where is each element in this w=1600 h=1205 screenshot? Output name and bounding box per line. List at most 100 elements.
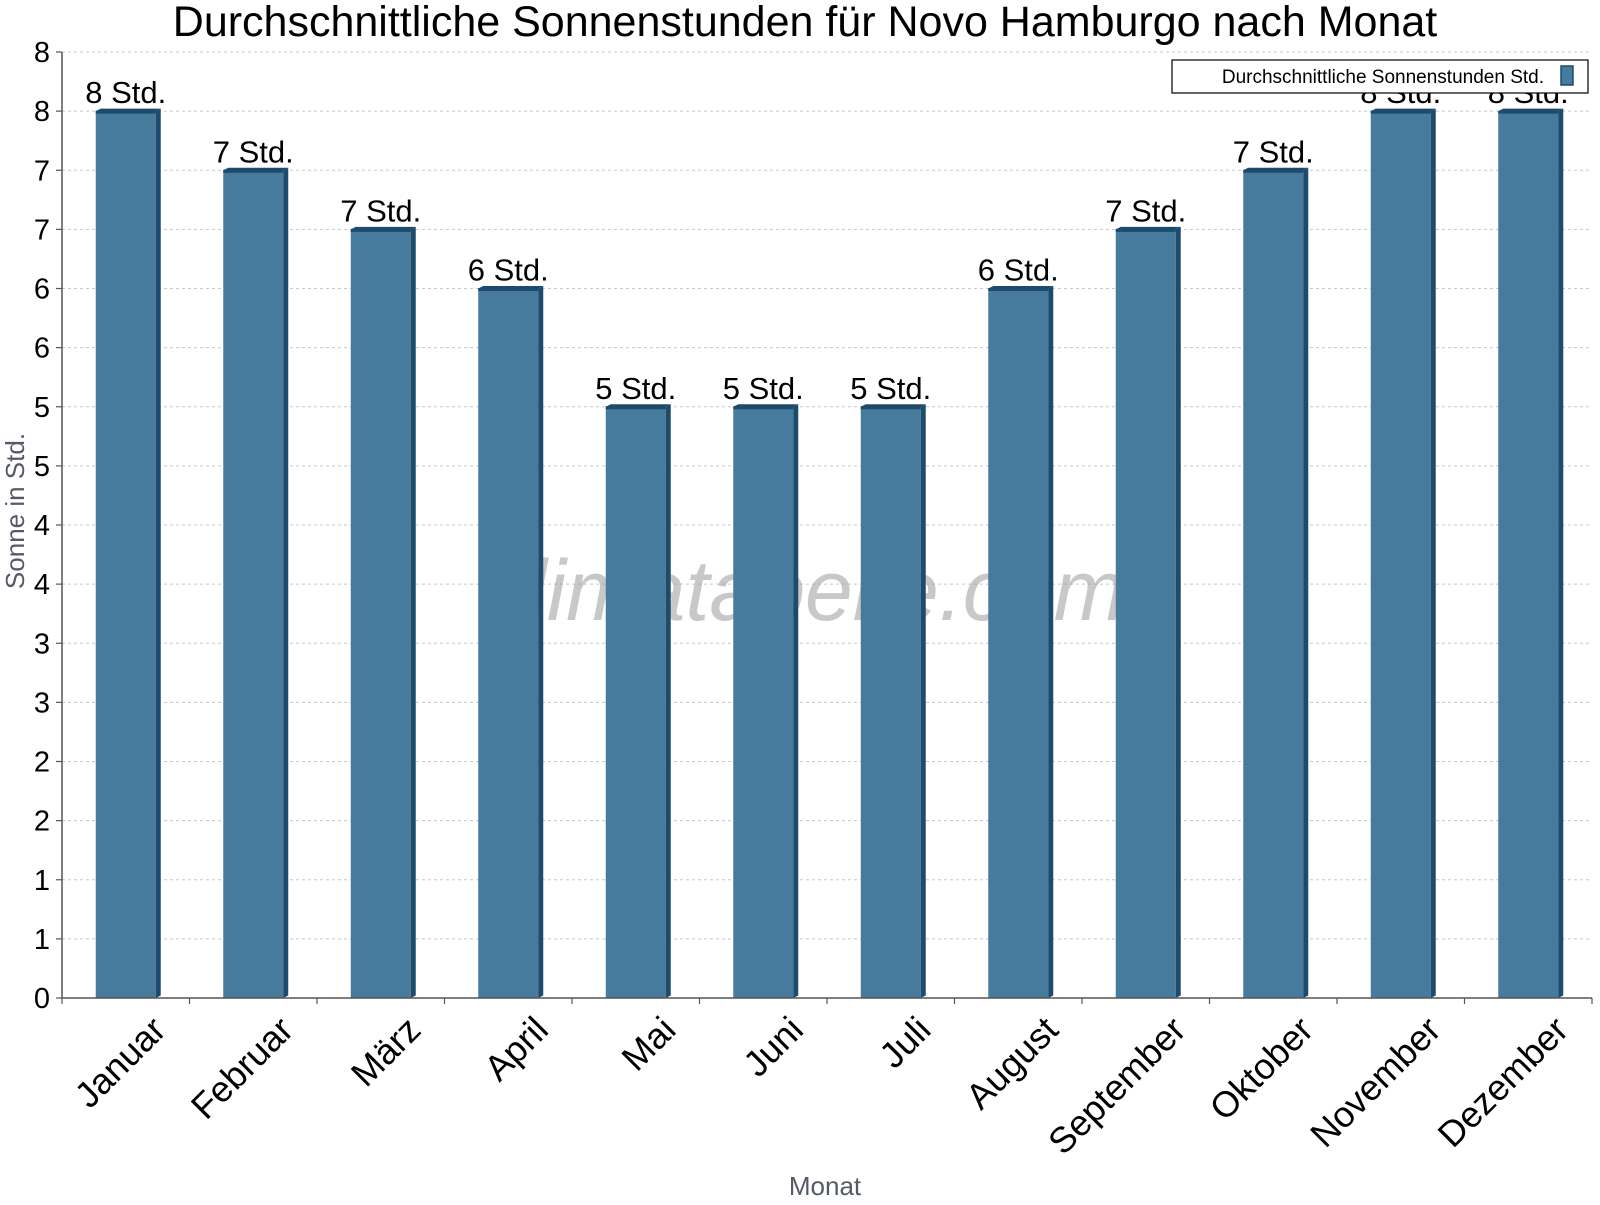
bar-value-label: 7 Std. xyxy=(213,134,294,169)
bar-top xyxy=(478,286,544,289)
bar: 7 Std. xyxy=(340,193,421,998)
bar-side xyxy=(793,404,799,998)
x-tick-label: Juli xyxy=(871,1009,938,1076)
bar: 7 Std. xyxy=(1233,134,1314,998)
y-axis-title: Sonne in Std. xyxy=(0,433,30,589)
bar: 5 Std. xyxy=(723,371,804,998)
y-tick-label: 3 xyxy=(34,687,50,719)
x-tick-label: September xyxy=(1040,1009,1194,1163)
bar-top xyxy=(733,404,799,407)
y-tick-label: 0 xyxy=(34,983,50,1015)
bars: 8 Std. 7 Std. 7 Std. 6 Std. 5 Std. 5 Std. 5 St… xyxy=(85,75,1569,998)
y-tick-labels: 0 1 1 2 2 3 3 4 4 5 5 6 6 7 7 8 8 xyxy=(34,37,50,1015)
bar-top xyxy=(860,404,926,407)
bar-value-label: 5 Std. xyxy=(723,371,804,406)
bar-side xyxy=(155,108,161,998)
legend: Durchschnittliche Sonnenstunden Std. xyxy=(1171,59,1589,94)
bar-face xyxy=(478,288,539,998)
y-tick-label: 7 xyxy=(34,214,50,246)
bar: 8 Std. xyxy=(1360,75,1441,998)
bar-top xyxy=(988,286,1054,289)
bar-top xyxy=(605,404,671,407)
x-tick-label: November xyxy=(1302,1009,1448,1155)
bar-face xyxy=(733,406,794,998)
bar: 8 Std. xyxy=(1488,75,1569,998)
bar-face xyxy=(1243,170,1304,998)
bar-side xyxy=(1430,108,1436,998)
x-axis-title: Monat xyxy=(789,1171,862,1200)
x-tick-label: April xyxy=(476,1009,556,1089)
x-tick-label: Mai xyxy=(613,1009,683,1079)
bar-face xyxy=(1498,111,1559,998)
y-tick-label: 6 xyxy=(34,333,50,365)
bar-top xyxy=(1115,226,1181,230)
y-tick-label: 4 xyxy=(34,569,50,601)
bar-side xyxy=(1558,108,1564,998)
y-tick-label: 3 xyxy=(34,628,50,660)
bar-side xyxy=(538,286,544,998)
y-tick-label: 2 xyxy=(34,747,50,779)
gridlines xyxy=(62,51,1592,940)
bar-side xyxy=(1175,226,1181,998)
bar-face xyxy=(95,111,156,998)
bar-face xyxy=(860,406,921,998)
legend-label: Durchschnittliche Sonnenstunden Std. xyxy=(1222,67,1544,88)
legend-box xyxy=(1171,59,1589,94)
y-tick-label: 5 xyxy=(34,392,50,424)
bar: 6 Std. xyxy=(468,253,549,998)
bar-top xyxy=(95,108,161,112)
bar-side xyxy=(410,226,416,998)
x-tick-label: Oktober xyxy=(1201,1009,1321,1129)
bar-side xyxy=(665,404,671,998)
bar-top xyxy=(1243,167,1309,171)
y-tick-label: 5 xyxy=(34,451,50,483)
bar-face xyxy=(1115,229,1176,998)
bar-side xyxy=(920,404,926,998)
bar-value-label: 8 Std. xyxy=(85,75,166,110)
axes xyxy=(56,51,1593,1004)
y-tick-label: 1 xyxy=(34,865,50,897)
bar-face xyxy=(1370,111,1431,998)
bar-value-label: 6 Std. xyxy=(468,253,549,288)
x-tick-label: März xyxy=(343,1009,429,1095)
chart-title: Durchschnittliche Sonnenstunden für Novo… xyxy=(173,0,1438,46)
bar-face xyxy=(988,288,1049,998)
bar: 7 Std. xyxy=(1105,193,1186,998)
y-tick-label: 7 xyxy=(34,155,50,187)
y-tick-label: 1 xyxy=(34,924,50,956)
x-tick-label: August xyxy=(958,1009,1066,1117)
y-tick-label: 8 xyxy=(34,37,50,69)
x-tick-label: Juni xyxy=(735,1009,811,1085)
bar-value-label: 7 Std. xyxy=(340,193,421,228)
bar-top xyxy=(350,226,416,230)
bar-face xyxy=(605,406,666,998)
bar-value-label: 5 Std. xyxy=(850,371,931,406)
bar-value-label: 7 Std. xyxy=(1105,193,1186,228)
bar-face xyxy=(223,170,284,998)
bar-value-label: 6 Std. xyxy=(978,253,1059,288)
bar-top xyxy=(1370,108,1436,112)
bar: 8 Std. xyxy=(85,75,166,998)
y-tick-label: 2 xyxy=(34,806,50,838)
y-tick-label: 6 xyxy=(34,274,50,306)
bar-value-label: 5 Std. xyxy=(595,371,676,406)
y-tick-label: 8 xyxy=(34,96,50,128)
bar-side xyxy=(1048,286,1054,998)
bar-top xyxy=(1498,108,1564,112)
bar: 6 Std. xyxy=(978,253,1059,998)
bar-side xyxy=(283,167,289,998)
bar-face xyxy=(350,229,411,998)
legend-swatch xyxy=(1560,65,1574,86)
bar: 5 Std. xyxy=(595,371,676,998)
bar: 7 Std. xyxy=(213,134,294,998)
bar: 5 Std. xyxy=(850,371,931,998)
x-tick-label: Januar xyxy=(67,1009,174,1116)
bar-value-label: 7 Std. xyxy=(1233,134,1314,169)
x-tick-labels: Januar Februar März April Mai Juni Juli AugustS… xyxy=(67,1009,1576,1163)
bar-side xyxy=(1303,167,1309,998)
x-tick-label: Dezember xyxy=(1429,1009,1575,1155)
y-tick-label: 4 xyxy=(34,510,50,542)
x-tick-label: Februar xyxy=(183,1009,301,1127)
